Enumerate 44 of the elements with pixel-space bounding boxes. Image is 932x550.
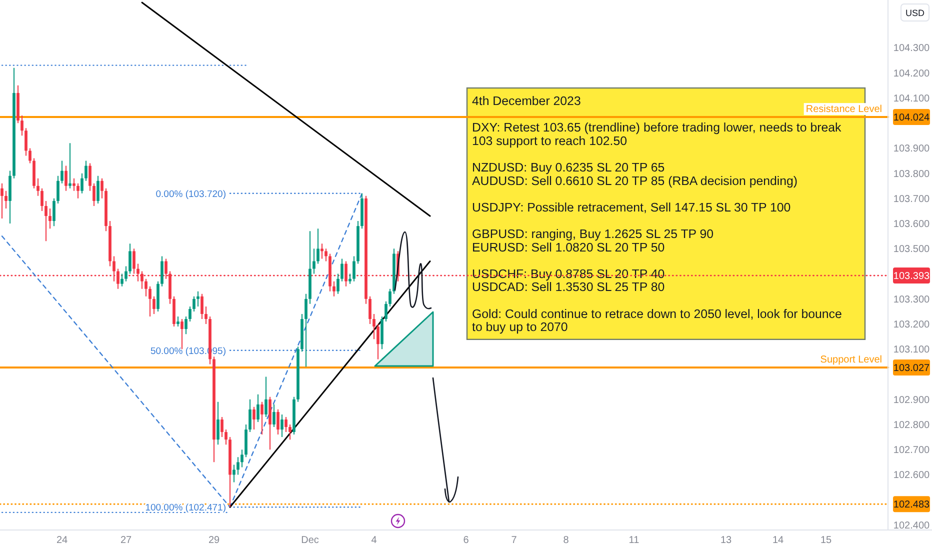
annotation: 4th December 2023 [472,94,581,108]
series-label: 100.00% (102.471) [145,502,226,514]
y-tick-label: 103.900 [893,144,930,155]
x-tick-label: 11 [628,535,640,546]
y-tick-label: 103.600 [893,219,930,230]
x-tick-label: 15 [820,535,832,546]
y-tick-label: 104.300 [893,43,930,54]
y-tick-label: 103.800 [893,168,930,180]
y-tick-label: 104.024 [893,112,930,124]
ref-line-label: Resistance Level [806,104,882,116]
x-tick-label: 24 [56,535,68,546]
x-tick-label: 27 [120,535,132,546]
y-tick-label: 103.200 [893,320,930,331]
y-tick-label: 102.483 [893,500,930,511]
annotation: Gold: Could continue to retrace down to 2050 level, look for bounce to buy up to 2070 [472,306,842,334]
x-tick-label: 29 [208,535,220,546]
y-tick-label: 103.500 [893,244,930,256]
x-tick-label: Dec [301,535,319,546]
y-tick-label: 104.100 [893,93,930,104]
y-tick-label: 102.700 [893,445,930,456]
y-axis-title: USD [905,8,925,18]
annotation: DXY: Retest 103.65 (trendline) before trading lower, needs to break 103 support to reach 102.50 [472,120,842,148]
x-tick-label: 14 [772,535,784,546]
currency-button: USD [900,4,930,22]
annotation: GBPUSD: ranging, Buy 1.2625 SL 25 TP 90 EURUSD: Sell 1.0820 SL 20 TP 50 [472,227,714,254]
y-tick-label: 102.800 [893,420,930,431]
y-tick-label: 102.900 [893,394,930,406]
annotation: USDJPY: Possible retracement, Sell 147.15 SL 30 TP 100 [472,200,791,214]
y-tick-label: 103.100 [893,344,930,356]
x-tick-label: 13 [720,535,732,546]
y-tick-label: 104.200 [893,68,930,80]
y-tick-label: 103.700 [893,194,930,205]
y-tick-label: 103.300 [893,294,930,306]
y-tick-label: 103.027 [893,362,930,374]
y-tick-label: 103.393 [893,271,930,282]
y-tick-label: 102.600 [893,470,930,482]
x-tick-label: 7 [511,535,518,546]
series-label: 0.00% (103.720) [156,188,226,200]
x-tick-label: 6 [463,535,470,546]
x-tick-label: 4 [371,535,378,546]
ref-line-label: Support Level [820,354,882,366]
annotation: NZDUSD: Buy 0.6235 SL 20 TP 65 AUDUSD: Sell 0.6610 SL 20 TP 85 (RBA decision pending) [472,160,798,188]
y-tick-label: 102.400 [893,520,930,532]
x-tick-label: 8 [563,535,570,546]
